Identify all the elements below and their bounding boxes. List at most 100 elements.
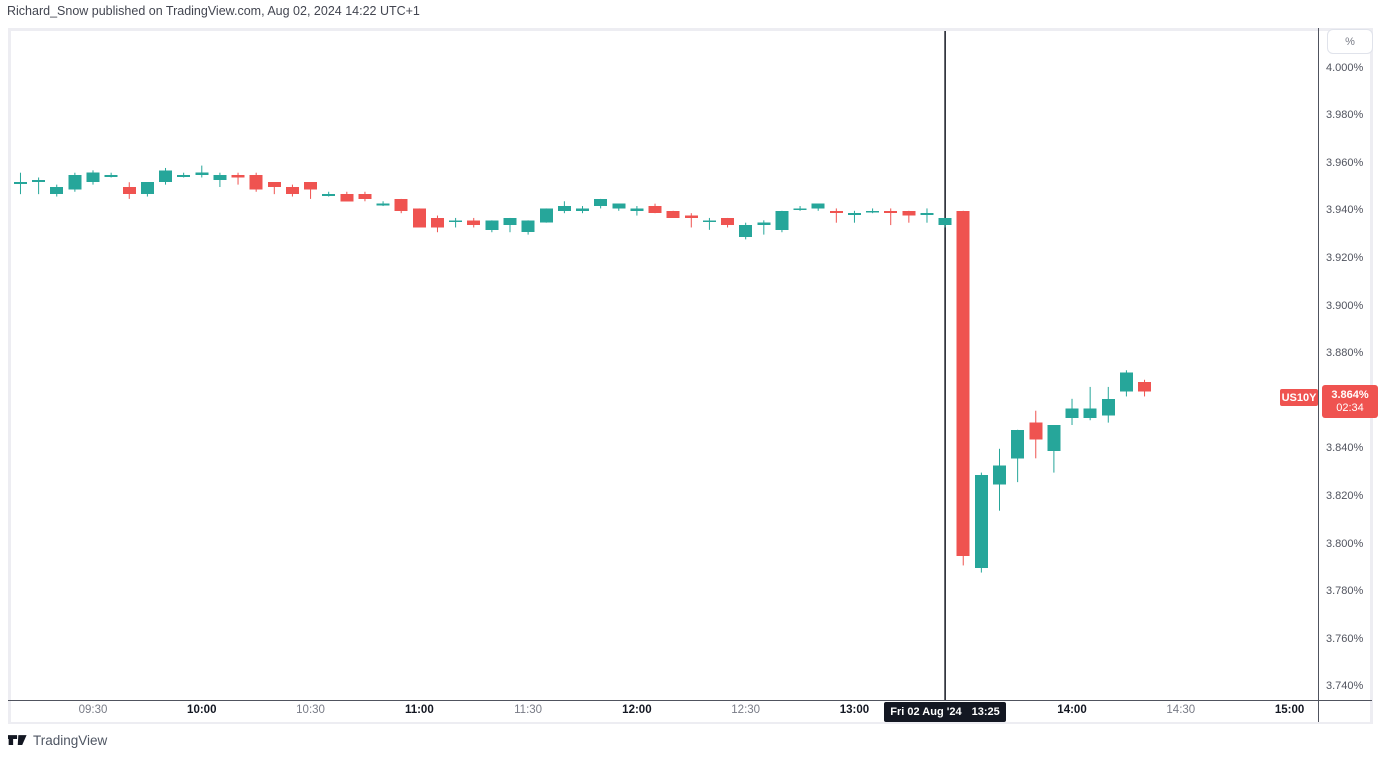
candle-12:30 bbox=[739, 222, 753, 240]
candle-12:40 bbox=[775, 210, 789, 233]
attribution-text: Richard_Snow published on TradingView.co… bbox=[7, 4, 420, 18]
candle-10:05 bbox=[213, 172, 227, 187]
price-tick-3.740%: 3.740% bbox=[1326, 680, 1364, 693]
candle-13:55 bbox=[1047, 425, 1061, 473]
candle-09:35 bbox=[104, 172, 118, 178]
time-tick-12:00: 12:00 bbox=[622, 704, 652, 716]
candle-12:50 bbox=[811, 203, 825, 211]
symbol-name: US10Y bbox=[1281, 391, 1317, 404]
candle-10:45 bbox=[358, 191, 372, 202]
candle-09:25 bbox=[68, 172, 82, 192]
price-tick-3.780%: 3.780% bbox=[1326, 585, 1364, 598]
crosshair-line bbox=[944, 31, 946, 700]
price-scale[interactable]: 4.000% 3.980% 3.960% 3.940% 3.920% 3.900% 3.88… bbox=[1319, 28, 1379, 722]
price-tick-3.980%: 3.980% bbox=[1326, 109, 1364, 122]
candle-14:05 bbox=[1083, 386, 1097, 421]
candle-12:25 bbox=[721, 217, 735, 228]
candle-09:10 bbox=[13, 172, 27, 195]
last-price-label: 3.864% 02:34 bbox=[1322, 385, 1378, 418]
candle-12:00 bbox=[630, 206, 644, 216]
candle-14:15 bbox=[1119, 370, 1133, 397]
time-tick-14:30: 14:30 bbox=[1166, 704, 1196, 716]
candle-12:55 bbox=[829, 208, 843, 223]
price-tick-3.900%: 3.900% bbox=[1326, 299, 1364, 312]
unit-button-label: % bbox=[1345, 35, 1355, 48]
time-tick-14:00: 14:00 bbox=[1057, 704, 1087, 716]
candle-13:15 bbox=[902, 210, 916, 223]
candle-11:55 bbox=[612, 203, 626, 211]
candle-10:20 bbox=[267, 182, 281, 195]
price-tick-3.800%: 3.800% bbox=[1326, 537, 1364, 550]
price-tick-3.960%: 3.960% bbox=[1326, 156, 1364, 169]
candle-12:10 bbox=[666, 210, 680, 218]
crosshair-time: 13:25 bbox=[971, 706, 1000, 718]
candle-11:05 bbox=[430, 215, 444, 233]
tradingview-wordmark: TradingView bbox=[33, 733, 108, 748]
tradingview-footer[interactable]: TradingView bbox=[8, 733, 107, 748]
unit-percent-button[interactable]: % bbox=[1327, 29, 1373, 54]
candle-09:15 bbox=[32, 177, 46, 195]
candle-14:00 bbox=[1065, 398, 1079, 425]
candle-13:35 bbox=[974, 472, 988, 573]
last-price-value: 3.864% bbox=[1331, 388, 1369, 401]
crosshair-time-label: Fri 02 Aug '24 13:25 bbox=[884, 702, 1006, 722]
price-tick-3.940%: 3.940% bbox=[1326, 204, 1364, 217]
price-tick-3.820%: 3.820% bbox=[1326, 489, 1364, 502]
candle-10:30 bbox=[304, 182, 318, 199]
candle-13:20 bbox=[920, 208, 934, 223]
candle-14:10 bbox=[1101, 386, 1115, 423]
candle-13:30 bbox=[956, 210, 970, 566]
candle-13:50 bbox=[1029, 410, 1043, 459]
price-tick-3.840%: 3.840% bbox=[1326, 442, 1364, 455]
candle-11:00 bbox=[412, 208, 426, 228]
price-tick-3.920%: 3.920% bbox=[1326, 251, 1364, 264]
frame-border-left bbox=[8, 28, 11, 722]
candle-10:55 bbox=[394, 198, 408, 214]
candle-09:30 bbox=[86, 170, 100, 185]
time-tick-15:00: 15:00 bbox=[1274, 704, 1305, 716]
bar-countdown: 02:34 bbox=[1336, 401, 1364, 414]
time-tick-11:00: 11:00 bbox=[404, 704, 434, 716]
time-scale[interactable]: 09:30 10:00 10:30 11:00 11:30 12:00 12:30 13:00… bbox=[8, 701, 1372, 723]
candle-13:00 bbox=[847, 210, 861, 223]
candle-10:15 bbox=[249, 172, 263, 192]
candle-09:55 bbox=[177, 172, 191, 178]
frame-border-top bbox=[8, 28, 1372, 31]
candle-10:25 bbox=[285, 184, 299, 197]
frame-border-right bbox=[1370, 28, 1373, 722]
candle-10:00 bbox=[195, 165, 209, 178]
candle-11:10 bbox=[449, 217, 463, 228]
price-tick-4.000%: 4.000% bbox=[1326, 61, 1364, 74]
candle-12:20 bbox=[702, 217, 716, 230]
candle-13:40 bbox=[993, 448, 1006, 511]
time-tick-12:30: 12:30 bbox=[731, 704, 761, 716]
candle-11:25 bbox=[503, 217, 517, 233]
candle-13:25 bbox=[938, 217, 952, 228]
candle-09:50 bbox=[159, 167, 173, 185]
candle-12:45 bbox=[793, 206, 807, 211]
candle-11:35 bbox=[539, 208, 553, 223]
candle-11:15 bbox=[467, 217, 481, 228]
candle-11:30 bbox=[521, 220, 535, 235]
time-tick-11:30: 11:30 bbox=[514, 704, 543, 716]
candle-09:40 bbox=[122, 182, 136, 199]
candle-14:20 bbox=[1138, 379, 1152, 397]
time-tick-10:30: 10:30 bbox=[296, 704, 325, 716]
candle-13:45 bbox=[1011, 429, 1025, 483]
candle-11:20 bbox=[485, 220, 499, 233]
candle-10:35 bbox=[322, 191, 336, 197]
candle-12:35 bbox=[757, 220, 771, 235]
crosshair-date: Fri 02 Aug '24 bbox=[890, 706, 962, 718]
candle-11:50 bbox=[594, 198, 608, 209]
candle-12:05 bbox=[648, 203, 662, 214]
frame-border-bottom bbox=[8, 722, 1373, 724]
candle-09:20 bbox=[50, 184, 64, 197]
time-tick-10:00: 10:00 bbox=[187, 704, 217, 716]
candle-13:10 bbox=[884, 208, 898, 226]
symbol-badge: US10Y bbox=[1280, 389, 1318, 406]
candle-12:15 bbox=[684, 213, 698, 228]
time-tick-13:00: 13:00 bbox=[839, 704, 870, 716]
candle-11:40 bbox=[557, 201, 571, 214]
candle-10:10 bbox=[231, 172, 245, 185]
